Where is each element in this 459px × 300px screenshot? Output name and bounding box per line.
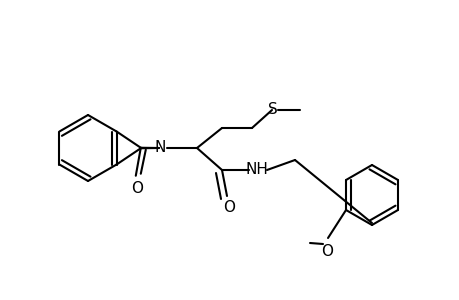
Text: O: O xyxy=(223,200,235,215)
Text: O: O xyxy=(320,244,332,259)
Text: O: O xyxy=(130,181,142,196)
Text: S: S xyxy=(268,101,277,116)
Text: N: N xyxy=(154,140,165,154)
Text: NH: NH xyxy=(245,163,268,178)
